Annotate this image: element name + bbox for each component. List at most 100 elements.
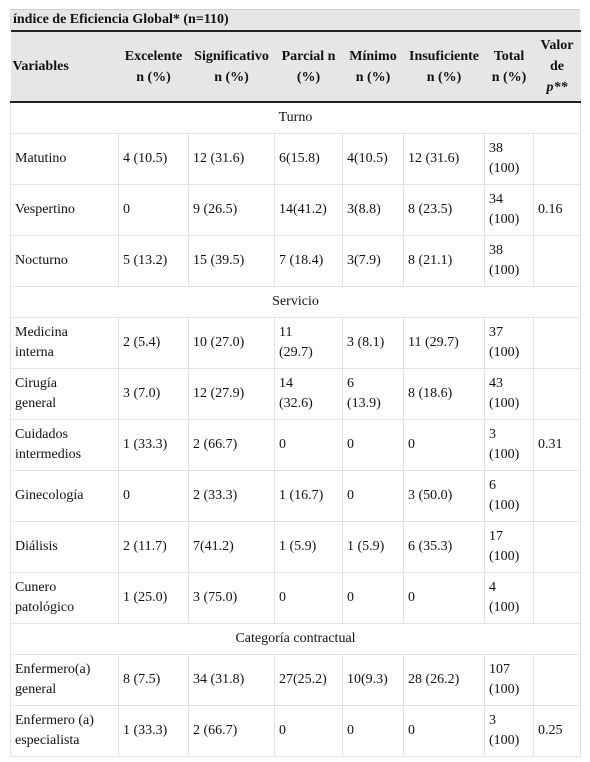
cell-valor-p (533, 654, 581, 706)
cell-insuficiente: 6 (35.3) (403, 521, 485, 573)
header-excelente: Excelente n (%) (118, 30, 189, 103)
header-total: Total n (%) (484, 30, 534, 103)
table-row: Nocturno 5 (13.2) 15 (39.5) 7 (18.4) 3(7.9) 8… (10, 235, 581, 287)
cell-parcial: 0 (274, 419, 343, 471)
cell-variable: Medicina interna (10, 317, 119, 369)
cell-excelente: 4 (10.5) (118, 133, 189, 185)
cell-excelente: 1 (25.0) (118, 572, 189, 624)
table-row: Vespertino 0 9 (26.5) 14(41.2) 3(8.8) 8 (23.5… (10, 184, 581, 236)
section-header-row: Servicio (10, 286, 581, 318)
cell-valor-p (533, 368, 581, 420)
cell-valor-p: 0.25 (533, 705, 581, 757)
cell-excelente: 3 (7.0) (118, 368, 189, 420)
cell-parcial: 0 (274, 572, 343, 624)
table-row: Enfermero(a) general 8 (7.5) 34 (31.8) 27(25… (10, 654, 581, 706)
cell-minimo: 3 (8.1) (342, 317, 404, 369)
cell-minimo: 6 (13.9) (342, 368, 404, 420)
cell-parcial: 7 (18.4) (274, 235, 343, 287)
results-table-container: índice de Eficiencia Global* (n=110) Var… (10, 9, 581, 757)
section-label: Turno (10, 101, 581, 134)
cell-insuficiente: 8 (18.6) (403, 368, 485, 420)
cell-valor-p (533, 572, 581, 624)
cell-parcial: 6(15.8) (274, 133, 343, 185)
cell-significativo: 2 (33.3) (188, 470, 275, 522)
cell-significativo: 3 (75.0) (188, 572, 275, 624)
cell-insuficiente: 3 (50.0) (403, 470, 485, 522)
cell-insuficiente: 28 (26.2) (403, 654, 485, 706)
cell-total: 3 (100) (484, 705, 534, 757)
section-header-row: Turno (10, 101, 581, 134)
cell-parcial: 14 (32.6) (274, 368, 343, 420)
cell-variable: Matutino (10, 133, 119, 185)
table-row: Cunero patológico 1 (25.0) 3 (75.0) 0 0 0 4 (100… (10, 572, 581, 624)
cell-excelente: 2 (11.7) (118, 521, 189, 573)
cell-valor-p (533, 133, 581, 185)
cell-total: 38 (100) (484, 133, 534, 185)
table-row: Matutino 4 (10.5) 12 (31.6) 6(15.8) 4(10.5) 1… (10, 133, 581, 185)
table-row: Medicina interna 2 (5.4) 10 (27.0) 11 (29.7) 3… (10, 317, 581, 369)
table-row: Enfermero (a) especialista 1 (33.3) 2 (66.7… (10, 705, 581, 757)
cell-variable: Enfermero(a) general (10, 654, 119, 706)
table-title: índice de Eficiencia Global* (n=110) (10, 9, 580, 30)
cell-valor-p (533, 470, 581, 522)
header-parcial: Parcial n (%) (274, 30, 343, 103)
cell-total: 37 (100) (484, 317, 534, 369)
cell-significativo: 15 (39.5) (188, 235, 275, 287)
cell-variable: Diálisis (10, 521, 119, 573)
cell-variable: Ginecología (10, 470, 119, 522)
cell-excelente: 0 (118, 470, 189, 522)
cell-valor-p: 0.31 (533, 419, 581, 471)
table-row: Cirugía general 3 (7.0) 12 (27.9) 14 (32.6) 6(… (10, 368, 581, 420)
cell-insuficiente: 11 (29.7) (403, 317, 485, 369)
cell-minimo: 3(7.9) (342, 235, 404, 287)
section-header-row: Categoría contractual (10, 623, 581, 655)
cell-significativo: 7(41.2) (188, 521, 275, 573)
table-row: Ginecología 0 2 (33.3) 1 (16.7) 0 3 (50.0) 6 (1… (10, 470, 581, 522)
cell-significativo: 34 (31.8) (188, 654, 275, 706)
cell-minimo: 4(10.5) (342, 133, 404, 185)
cell-insuficiente: 0 (403, 705, 485, 757)
cell-excelente: 1 (33.3) (118, 419, 189, 471)
cell-parcial: 27(25.2) (274, 654, 343, 706)
table-row: Diálisis 2 (11.7) 7(41.2) 1 (5.9) 1 (5.9) 6 (… (10, 521, 581, 573)
cell-minimo: 1 (5.9) (342, 521, 404, 573)
cell-variable: Cunero patológico (10, 572, 119, 624)
cell-total: 17 (100) (484, 521, 534, 573)
cell-insuficiente: 0 (403, 572, 485, 624)
cell-total: 6 (100) (484, 470, 534, 522)
cell-minimo: 0 (342, 419, 404, 471)
cell-valor-p (533, 317, 581, 369)
cell-parcial: 1 (16.7) (274, 470, 343, 522)
cell-insuficiente: 8 (21.1) (403, 235, 485, 287)
table-body: Turno Matutino 4 (10.5) 12 (31.6) 6(15.8) 4(1… (10, 101, 581, 757)
cell-significativo: 10 (27.0) (188, 317, 275, 369)
cell-insuficiente: 12 (31.6) (403, 133, 485, 185)
cell-parcial: 1 (5.9) (274, 521, 343, 573)
results-table: Variables Excelente n (%) Significativo n … (10, 30, 581, 757)
cell-total: 107 (100) (484, 654, 534, 706)
cell-significativo: 9 (26.5) (188, 184, 275, 236)
cell-significativo: 2 (66.7) (188, 705, 275, 757)
cell-parcial: 11 (29.7) (274, 317, 343, 369)
cell-minimo: 0 (342, 705, 404, 757)
cell-variable: Enfermero (a) especialista (10, 705, 119, 757)
cell-excelente: 2 (5.4) (118, 317, 189, 369)
cell-minimo: 0 (342, 572, 404, 624)
cell-significativo: 2 (66.7) (188, 419, 275, 471)
cell-variable: Cirugía general (10, 368, 119, 420)
section-label: Categoría contractual (10, 623, 581, 655)
cell-valor-p (533, 521, 581, 573)
cell-total: 3 (100) (484, 419, 534, 471)
header-valor-p: Valor de p** (533, 30, 581, 103)
cell-total: 38 (100) (484, 235, 534, 287)
cell-total: 34 (100) (484, 184, 534, 236)
cell-excelente: 0 (118, 184, 189, 236)
header-row: Variables Excelente n (%) Significativo n … (10, 30, 581, 103)
cell-minimo: 10(9.3) (342, 654, 404, 706)
cell-excelente: 8 (7.5) (118, 654, 189, 706)
header-minimo: Mínimo n (%) (342, 30, 404, 103)
cell-excelente: 5 (13.2) (118, 235, 189, 287)
header-significativo: Significativo n (%) (188, 30, 275, 103)
cell-minimo: 3(8.8) (342, 184, 404, 236)
cell-minimo: 0 (342, 470, 404, 522)
